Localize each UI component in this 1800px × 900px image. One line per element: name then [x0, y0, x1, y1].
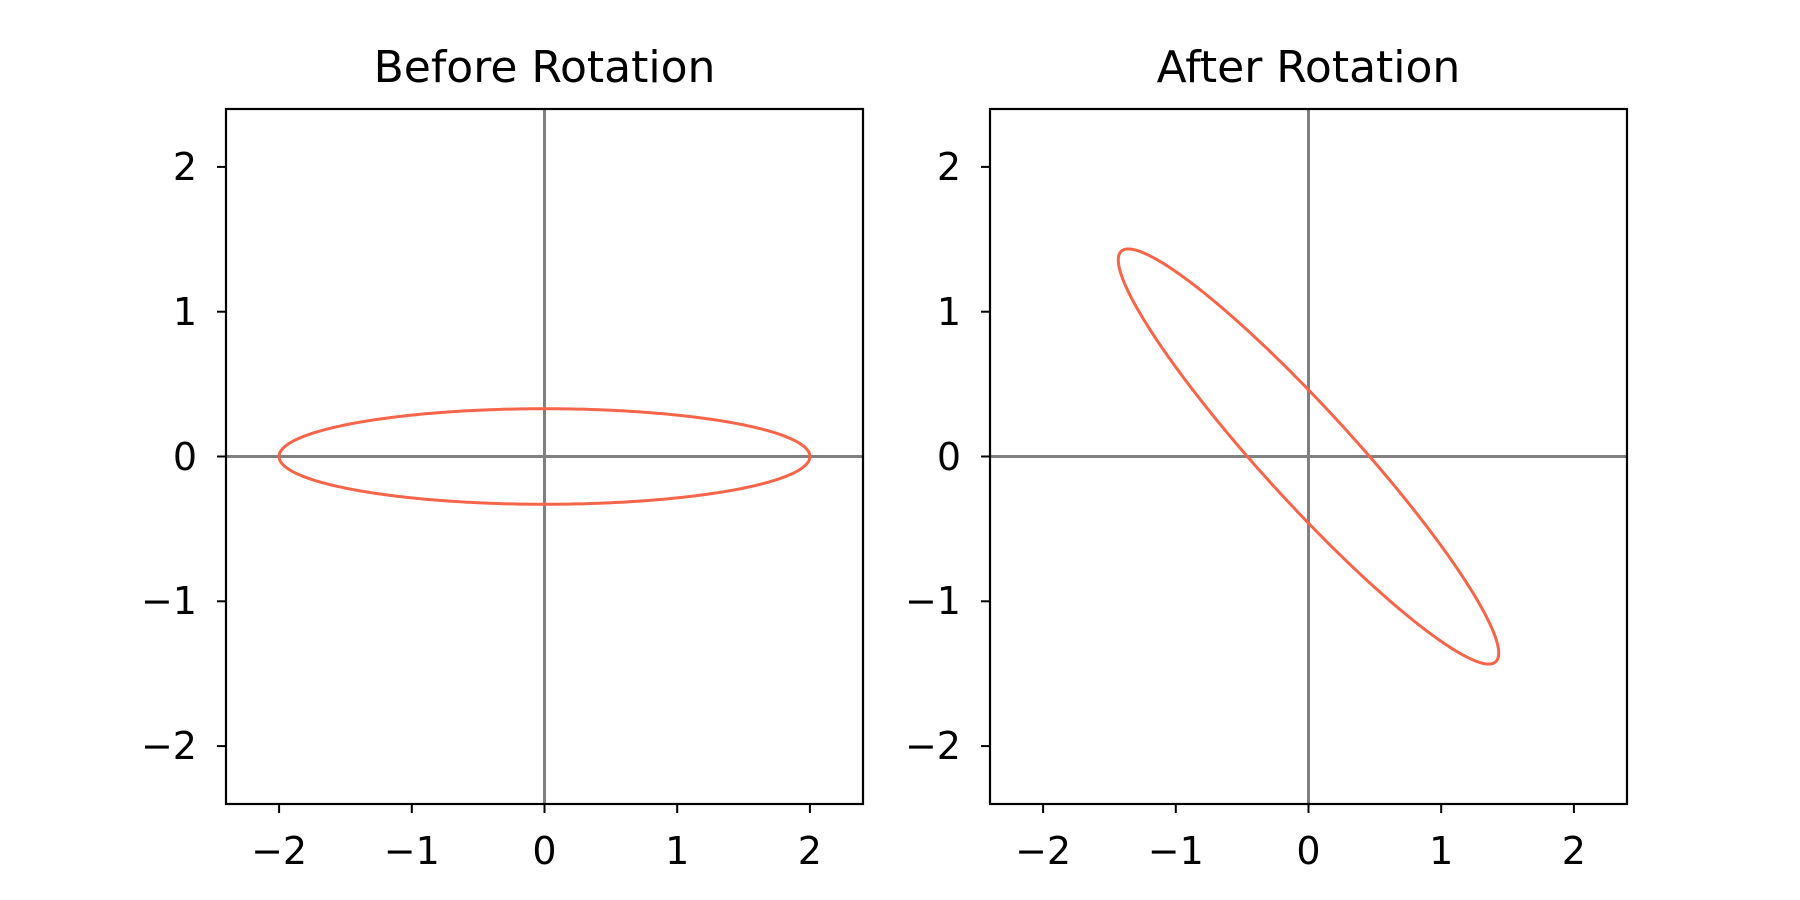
ellipse-curve	[277, 407, 812, 506]
y-tick-label: 1	[937, 290, 961, 334]
x-tick-label: 0	[1296, 829, 1320, 873]
x-tick-label: 2	[798, 829, 822, 873]
x-tick-label: 0	[532, 829, 556, 873]
x-tick-label: 1	[665, 829, 689, 873]
y-tick-label: −2	[905, 724, 961, 768]
panel-before: Before Rotation −2 −1 0 1 2 2 1 0 −1 −2	[141, 42, 865, 873]
chart-title: Before Rotation	[374, 42, 716, 93]
y-tick-label: 2	[173, 145, 197, 189]
y-tick-label: −1	[905, 579, 961, 623]
y-tick-label: 2	[937, 145, 961, 189]
y-tick-label: −2	[141, 724, 197, 768]
y-tick-label: −1	[141, 579, 197, 623]
x-tick-label: −2	[251, 829, 307, 873]
chart-title: After Rotation	[1157, 42, 1461, 93]
x-tick-label: −1	[384, 829, 440, 873]
y-tick-label: 1	[173, 290, 197, 334]
panel-after: After Rotation −2 −1 0 1 2 2 1 0 −1 −2	[905, 42, 1629, 873]
y-tick-label: 0	[937, 435, 961, 479]
x-tick-label: −2	[1015, 829, 1071, 873]
x-tick-label: −1	[1148, 829, 1204, 873]
ellipse-curve	[1116, 247, 1501, 666]
y-tick-label: 0	[173, 435, 197, 479]
x-tick-label: 2	[1562, 829, 1586, 873]
x-tick-label: 1	[1429, 829, 1453, 873]
